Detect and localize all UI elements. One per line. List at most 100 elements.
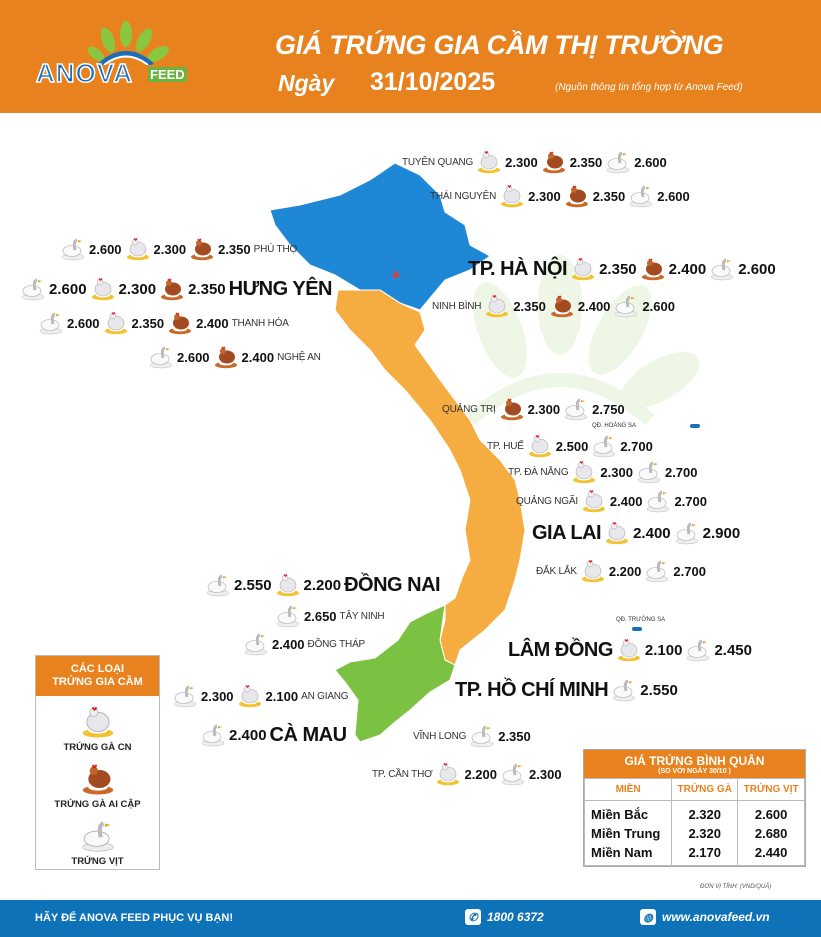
province-row: LÂM ĐỒNG 2.100 2.450 bbox=[508, 637, 752, 663]
price-value: 2.650 bbox=[304, 608, 337, 624]
province-name: PHÚ THỌ bbox=[253, 243, 298, 255]
hanoi-marker bbox=[392, 270, 400, 277]
province-row: VĨNH LONG 2.350 bbox=[413, 723, 531, 749]
province-row: QUẢNG TRỊ 2.300 2.750 bbox=[442, 396, 625, 422]
price-value: 2.400 bbox=[633, 524, 671, 542]
duck-egg-icon bbox=[148, 344, 174, 370]
unit-note: ĐƠN VỊ TÍNH: (VND/QUẢ) bbox=[700, 884, 772, 890]
hen-egg-icon bbox=[125, 236, 151, 262]
average-title: GIÁ TRỨNG BÌNH QUÂN bbox=[624, 754, 765, 768]
province-name: GIA LAI bbox=[532, 521, 602, 544]
header-banner: ANOVA FEED GIÁ TRỨNG GIA CẦM THỊ TRƯỜNG … bbox=[0, 0, 821, 113]
province-name: TP. HÀ NỘI bbox=[468, 257, 568, 280]
col-duck-egg: TRỨNG VỊT bbox=[737, 778, 805, 801]
province-row: TP. CẦN THƠ 2.200 2.300 bbox=[372, 761, 562, 787]
price-value: 2.400 bbox=[609, 493, 643, 509]
average-subtitle: (SO VỚI NGÀY 30/10 ) bbox=[658, 768, 731, 775]
brown-hen-egg-icon bbox=[541, 149, 567, 175]
price-value: 2.300 bbox=[529, 766, 562, 782]
hoang-sa-label: QĐ. HOÀNG SA bbox=[592, 423, 637, 429]
brown-hen-egg-icon bbox=[564, 183, 590, 209]
legend-item: TRỨNG GÀ AI CẬP bbox=[36, 759, 159, 810]
price-value: 2.900 bbox=[702, 524, 741, 542]
duck-egg-icon bbox=[605, 149, 631, 175]
hen-egg-icon bbox=[484, 293, 510, 319]
egg-type-legend: CÁC LOẠI TRỨNG GIA CẦM TRỨNG GÀ CN TRỨNG … bbox=[35, 655, 160, 870]
price-value: 2.350 bbox=[498, 728, 531, 744]
province-row: 2.400 CÀ MAU bbox=[200, 722, 347, 748]
price-value: 2.100 bbox=[265, 688, 299, 704]
price-value: 2.350 bbox=[513, 298, 546, 314]
anova-feed-logo: ANOVA FEED bbox=[30, 20, 200, 90]
source-note: (Nguồn thông tin tổng hợp từ Anova Feed) bbox=[555, 82, 743, 93]
province-row: 2.600 2.400 NGHỆ AN bbox=[148, 344, 321, 370]
duck-egg-icon bbox=[644, 558, 670, 584]
price-value: 2.100 bbox=[644, 641, 683, 659]
globe-icon: ◍ bbox=[640, 909, 656, 925]
price-value: 2.600 bbox=[738, 260, 776, 278]
price-value: 2.200 bbox=[608, 563, 642, 579]
price-value: 2.300 bbox=[528, 188, 561, 204]
legend-label: TRỨNG GÀ CN bbox=[63, 742, 132, 753]
website-link[interactable]: ◍ www.anovafeed.vn bbox=[640, 909, 770, 925]
province-row: 2.600 2.300 2.350 HƯNG YÊN bbox=[20, 276, 333, 302]
price-value: 2.600 bbox=[657, 188, 690, 204]
price-value: 2.400 bbox=[241, 349, 275, 365]
duck-egg-icon bbox=[613, 293, 639, 319]
hen-egg-icon bbox=[616, 637, 642, 663]
province-name: HƯNG YÊN bbox=[228, 277, 333, 300]
hen-egg-icon bbox=[571, 459, 597, 485]
duck-egg-icon bbox=[205, 572, 231, 598]
hen-egg-icon bbox=[476, 149, 502, 175]
date-label: Ngày bbox=[278, 70, 335, 96]
hen-egg-icon bbox=[435, 761, 461, 787]
province-name: TÂY NINH bbox=[339, 610, 385, 622]
province-name: LÂM ĐỒNG bbox=[508, 638, 613, 661]
province-row: TP. HỒ CHÍ MINH 2.550 bbox=[455, 677, 678, 703]
vietnam-map bbox=[269, 162, 526, 743]
province-name: ĐỒNG NAI bbox=[344, 573, 441, 596]
province-row: TP. HÀ NỘI 2.350 2.400 2.600 bbox=[468, 256, 776, 282]
province-row: TP. HUẾ 2.500 2.700 bbox=[487, 433, 653, 459]
province-name: THÁI NGUYÊN bbox=[430, 190, 497, 202]
page-title: GIÁ TRỨNG GIA CẦM THỊ TRƯỜNG bbox=[275, 30, 724, 60]
brown-hen-egg-icon bbox=[549, 293, 575, 319]
price-value: 2.700 bbox=[674, 493, 707, 509]
region-south bbox=[334, 604, 456, 743]
province-row: QUẢNG NGÃI 2.400 2.700 bbox=[516, 488, 707, 514]
legend-label: TRỨNG GÀ AI CẬP bbox=[54, 799, 141, 810]
price-value: 2.300 bbox=[153, 241, 187, 257]
hen-egg-icon bbox=[581, 488, 607, 514]
duck-egg-icon bbox=[200, 722, 226, 748]
price-value: 2.700 bbox=[673, 563, 706, 579]
price-value: 2.700 bbox=[664, 464, 698, 480]
price-value: 2.600 bbox=[89, 241, 122, 257]
price-value: 2.200 bbox=[303, 576, 342, 594]
price-value: 2.350 bbox=[218, 241, 251, 257]
price-value: 2.350 bbox=[131, 315, 165, 331]
price-value: 2.400 bbox=[229, 726, 267, 744]
price-value: 2.400 bbox=[668, 260, 707, 278]
hen-egg-icon bbox=[570, 256, 596, 282]
province-name: ĐẮK LẮK bbox=[536, 565, 577, 577]
phone-icon: ✆ bbox=[465, 909, 481, 925]
province-row: 2.550 2.200 ĐỒNG NAI bbox=[205, 572, 441, 598]
table-row: Miền Nam 2.170 2.440 bbox=[583, 843, 805, 866]
price-value: 2.350 bbox=[599, 260, 637, 278]
price-value: 2.600 bbox=[642, 298, 675, 314]
brown-hen-egg-icon bbox=[159, 276, 185, 302]
province-name: TP. HỒ CHÍ MINH bbox=[455, 678, 609, 701]
price-value: 2.300 bbox=[118, 280, 157, 298]
province-name: AN GIANG bbox=[301, 690, 349, 702]
province-name: THANH HÓA bbox=[231, 317, 289, 329]
hoang-sa-mark bbox=[690, 424, 700, 428]
hen-egg-icon bbox=[275, 572, 301, 598]
anovafeed-watermark bbox=[465, 255, 700, 426]
price-value: 2.750 bbox=[592, 401, 625, 417]
phone-link[interactable]: ✆ 1800 6372 bbox=[465, 909, 544, 925]
brown-hen-egg-icon bbox=[499, 396, 525, 422]
leaf-logo-icon bbox=[87, 21, 169, 67]
duck-egg-icon bbox=[275, 603, 301, 629]
price-value: 2.700 bbox=[620, 438, 653, 454]
duck-egg-icon bbox=[243, 631, 269, 657]
